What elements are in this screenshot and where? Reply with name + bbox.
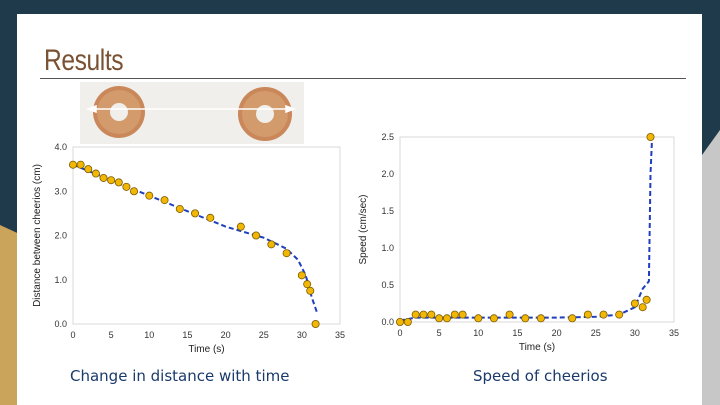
x-tick-label: 15 xyxy=(512,328,522,338)
x-tick-label: 10 xyxy=(473,328,483,338)
data-point xyxy=(91,169,100,178)
data-point xyxy=(450,310,459,319)
data-point xyxy=(403,317,412,326)
y-tick-label: 0.0 xyxy=(381,317,394,327)
x-tick-label: 35 xyxy=(335,330,345,340)
x-tick-label: 15 xyxy=(182,330,192,340)
y-tick-label: 2.0 xyxy=(381,169,394,179)
data-point xyxy=(282,249,291,258)
data-point xyxy=(206,213,215,222)
cheerios-photo xyxy=(80,82,304,144)
x-tick-label: 0 xyxy=(397,328,402,338)
y-tick-label: 1.0 xyxy=(381,243,394,253)
plot-area xyxy=(72,146,341,325)
distance-vs-time-chart: 0 5 10 15 20 25 30 35 0.0 1.0 2.0 3.0 4.0 Time (s) Dis… xyxy=(32,142,345,355)
data-point xyxy=(630,299,639,308)
speed-vs-time-chart: 0 5 10 15 20 25 30 35 0.0 0.5 1.0 1.5 2.0 2.5 Time (s)… xyxy=(358,132,679,353)
distance-arrow xyxy=(85,104,297,114)
x-tick-label: 10 xyxy=(144,330,154,340)
data-point xyxy=(99,173,108,182)
data-point xyxy=(396,317,405,326)
x-tick-label: 5 xyxy=(109,330,114,340)
caption-speed: Speed of cheerios xyxy=(473,367,608,385)
x-tick-label: 20 xyxy=(552,328,562,338)
y-tick-label: 3.0 xyxy=(54,186,67,196)
y-tick-label: 1.0 xyxy=(54,275,67,285)
data-point xyxy=(646,132,655,141)
data-point xyxy=(458,310,467,319)
data-point xyxy=(107,176,116,185)
data-point xyxy=(489,314,498,323)
x-tick-label: 20 xyxy=(221,330,231,340)
data-point xyxy=(419,310,428,319)
data-point xyxy=(76,160,85,169)
y-tick-label: 0.5 xyxy=(381,280,394,290)
y-tick-label: 1.5 xyxy=(381,206,394,216)
data-point xyxy=(122,182,131,191)
data-point xyxy=(252,231,261,240)
data-point xyxy=(236,222,245,231)
data-point xyxy=(411,310,420,319)
x-tick-label: 30 xyxy=(630,328,640,338)
data-point xyxy=(583,310,592,319)
cheerio-right xyxy=(238,87,292,141)
data-point xyxy=(311,319,320,328)
plot-area xyxy=(399,136,675,323)
slide-title: Results xyxy=(44,44,124,77)
data-point xyxy=(615,310,624,319)
data-point xyxy=(306,286,315,295)
trend-line xyxy=(399,136,654,322)
data-point xyxy=(191,209,200,218)
data-point xyxy=(160,196,169,205)
x-tick-label: 0 xyxy=(70,330,75,340)
data-point xyxy=(474,314,483,323)
x-tick-label: 30 xyxy=(297,330,307,340)
slide-card xyxy=(17,14,702,405)
trend-line xyxy=(72,163,319,314)
data-point xyxy=(442,314,451,323)
x-tick-label: 5 xyxy=(437,328,442,338)
data-point xyxy=(521,314,530,323)
data-point xyxy=(303,280,312,289)
x-tick-label: 25 xyxy=(259,330,269,340)
data-point xyxy=(505,310,514,319)
data-point xyxy=(599,310,608,319)
y-tick-label: 2.5 xyxy=(381,132,394,142)
x-tick-label: 35 xyxy=(669,328,679,338)
y-axis-label: Speed (cm/sec) xyxy=(358,194,369,264)
cheerio-left xyxy=(93,86,145,138)
y-tick-label: 2.0 xyxy=(54,231,67,241)
data-point xyxy=(114,178,123,187)
x-axis-label: Time (s) xyxy=(519,342,555,353)
data-point xyxy=(130,187,139,196)
data-point xyxy=(435,314,444,323)
data-point xyxy=(536,314,545,323)
x-tick-label: 25 xyxy=(591,328,601,338)
x-axis-label: Time (s) xyxy=(188,344,224,355)
data-point xyxy=(427,310,436,319)
data-point xyxy=(145,191,154,200)
y-axis-label: Distance between cheerios (cm) xyxy=(32,164,43,307)
y-tick-label: 0.0 xyxy=(54,319,67,329)
data-point xyxy=(568,314,577,323)
data-point xyxy=(69,160,78,169)
data-point xyxy=(267,240,276,249)
title-underline xyxy=(40,78,686,79)
y-tick-label: 4.0 xyxy=(54,142,67,152)
data-point xyxy=(638,303,647,312)
data-point xyxy=(297,271,306,280)
data-point xyxy=(84,165,93,174)
caption-distance: Change in distance with time xyxy=(70,367,290,385)
data-point xyxy=(642,295,651,304)
data-point xyxy=(175,204,184,213)
